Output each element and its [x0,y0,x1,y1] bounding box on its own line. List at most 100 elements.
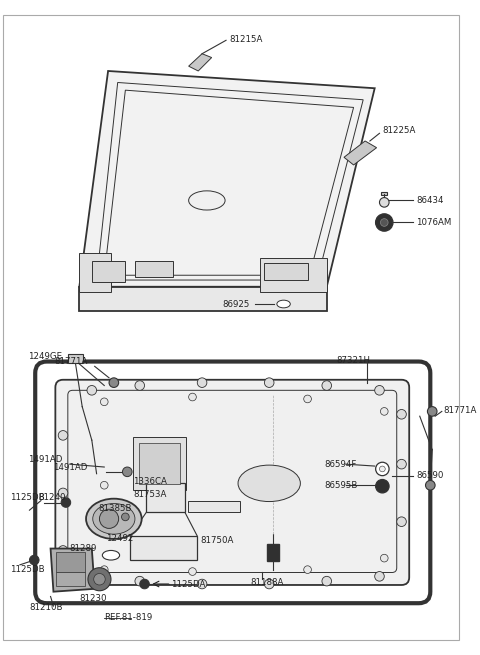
Circle shape [197,378,207,388]
Circle shape [376,214,393,231]
Circle shape [264,579,274,589]
Circle shape [381,407,388,415]
Polygon shape [264,263,308,280]
Circle shape [87,572,96,581]
Circle shape [381,219,388,227]
Text: 1336CA: 1336CA [133,477,167,486]
Circle shape [427,407,437,416]
Circle shape [397,459,407,469]
Circle shape [380,466,385,472]
Text: 87321H: 87321H [336,356,371,365]
Circle shape [322,576,332,586]
Polygon shape [79,287,327,310]
Text: 81753A: 81753A [133,491,167,499]
Text: 81771A: 81771A [54,357,88,366]
Circle shape [397,409,407,419]
Circle shape [121,513,129,521]
Bar [382,192,387,195]
Bar [68,354,83,364]
Text: 81289: 81289 [69,544,96,553]
Circle shape [29,555,39,565]
Circle shape [397,517,407,527]
Circle shape [100,481,108,489]
Circle shape [304,566,312,574]
Polygon shape [189,54,212,71]
Circle shape [61,498,71,508]
Bar [267,544,279,561]
Polygon shape [135,261,173,277]
Circle shape [100,398,108,405]
Circle shape [380,198,389,207]
Circle shape [381,481,388,489]
Circle shape [189,393,196,401]
Text: 81210B: 81210B [29,603,63,612]
Circle shape [87,386,96,395]
Circle shape [109,378,119,388]
Circle shape [425,481,435,490]
Circle shape [304,395,312,403]
Circle shape [58,430,68,440]
Text: 81225A: 81225A [383,126,416,135]
Bar [392,469,413,488]
Text: 1491AD: 1491AD [53,462,88,472]
Text: 1125DB: 1125DB [10,565,45,574]
Circle shape [135,381,144,390]
Bar [56,552,85,572]
Polygon shape [50,548,95,591]
Polygon shape [260,258,327,291]
Text: 12492: 12492 [106,534,133,544]
Text: 81750A: 81750A [200,536,234,546]
Text: 1076AM: 1076AM [416,218,451,227]
Circle shape [381,554,388,562]
Bar [139,443,180,484]
Circle shape [376,462,389,476]
Text: 81240: 81240 [38,493,66,502]
Text: 1249GE: 1249GE [27,352,61,362]
Circle shape [58,488,68,498]
FancyBboxPatch shape [55,380,409,585]
Circle shape [197,579,207,589]
Text: 81385B: 81385B [98,504,132,513]
Text: 81188A: 81188A [250,578,283,587]
Text: 81215A: 81215A [229,35,262,44]
Circle shape [322,381,332,390]
Ellipse shape [189,191,225,210]
Text: 86925: 86925 [223,299,250,309]
Text: 81230: 81230 [79,594,107,603]
Circle shape [94,574,105,585]
Bar [188,500,240,512]
Text: 86595B: 86595B [325,481,358,490]
Ellipse shape [86,498,142,539]
Text: 86590: 86590 [416,471,444,480]
Circle shape [189,568,196,575]
Ellipse shape [102,550,120,560]
Text: 1125DA: 1125DA [171,580,206,589]
Ellipse shape [238,465,300,502]
Text: 1125DB: 1125DB [10,493,45,502]
Polygon shape [79,71,375,287]
Circle shape [375,386,384,395]
Text: 81771A: 81771A [444,406,477,415]
Bar [146,483,185,512]
Circle shape [264,378,274,388]
Text: 86594F: 86594F [325,460,357,468]
Polygon shape [79,253,111,291]
Circle shape [122,467,132,477]
Text: 1491AD: 1491AD [27,455,62,464]
Ellipse shape [277,300,290,308]
Circle shape [376,479,389,493]
Circle shape [58,546,68,555]
Circle shape [135,576,144,586]
Circle shape [88,568,111,591]
Circle shape [140,579,149,589]
Bar [56,572,85,586]
Polygon shape [344,141,377,165]
Circle shape [375,572,384,581]
Bar [133,438,186,490]
Text: REF.81-819: REF.81-819 [104,613,153,622]
Bar [130,536,197,560]
Text: 86434: 86434 [416,196,444,205]
Ellipse shape [93,504,135,534]
Polygon shape [92,261,125,282]
Circle shape [99,509,119,529]
